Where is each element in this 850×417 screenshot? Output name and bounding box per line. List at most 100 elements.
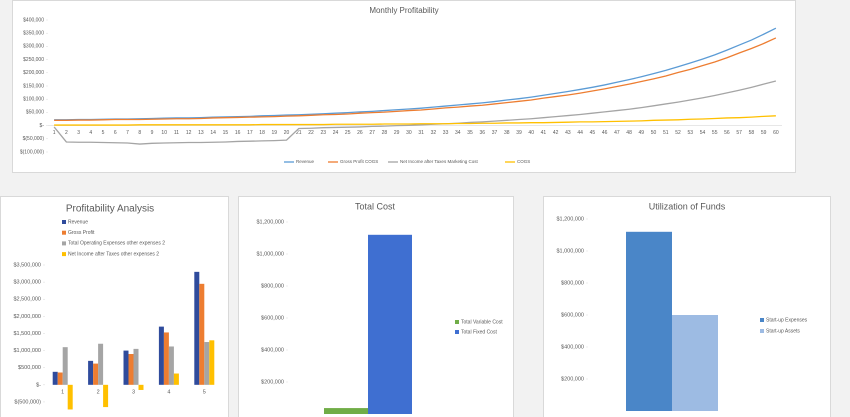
- x-tick-label: 56: [724, 130, 730, 136]
- x-tick-label: 11: [174, 130, 179, 136]
- line-series: [54, 115, 776, 126]
- bar: [133, 348, 139, 385]
- bar: [138, 384, 144, 390]
- legend-swatch: [62, 252, 66, 257]
- legend-swatch: [62, 230, 66, 235]
- x-tick-label: 30: [406, 130, 412, 136]
- bar: [163, 332, 169, 385]
- y-tick-label: $1,200,000: [256, 219, 284, 225]
- line-series: [53, 80, 777, 145]
- legend-label: Net Income after Taxes Marketing Cost: [400, 159, 478, 164]
- bar: [194, 271, 200, 385]
- y-tick-label: $-: [40, 123, 45, 129]
- y-tick-label: $3,000,000: [13, 280, 41, 286]
- x-tick-label: 3: [132, 389, 135, 395]
- x-tick-label: 42: [553, 130, 559, 136]
- x-tick-label: 18: [259, 130, 265, 136]
- x-tick-label: 4: [167, 389, 170, 395]
- chart-frame: [0, 196, 229, 417]
- x-tick-label: 16: [235, 130, 241, 136]
- y-tick-label: $400,000: [261, 347, 284, 353]
- legend-swatch: [760, 318, 764, 322]
- chart-title: Profitability Analysis: [66, 204, 154, 215]
- legend-swatch: [455, 320, 459, 324]
- x-tick-label: 6: [114, 130, 117, 136]
- line-series: [54, 27, 777, 121]
- y-tick-label: $-: [36, 382, 41, 388]
- x-tick-label: 50: [651, 130, 657, 136]
- x-tick-label: 40: [528, 130, 534, 136]
- x-tick-label: 53: [687, 130, 693, 136]
- y-tick-label: $600,000: [261, 315, 284, 321]
- x-tick-label: 36: [480, 130, 486, 136]
- y-tick-label: $800,000: [561, 280, 584, 286]
- bar: [57, 372, 63, 385]
- y-tick-label: $1,000,000: [256, 251, 284, 257]
- line-series: [54, 37, 777, 121]
- x-tick-label: 2: [65, 130, 68, 136]
- x-tick-label: 34: [455, 130, 461, 136]
- y-tick-label: $250,000: [23, 57, 44, 63]
- y-tick-label: $1,200,000: [556, 216, 584, 222]
- legend-label: Start-up Expenses: [766, 317, 808, 323]
- y-tick-label: $2,000,000: [13, 314, 41, 320]
- x-tick-label: 1: [53, 130, 56, 136]
- x-tick-label: 26: [357, 130, 363, 136]
- bar: [158, 326, 164, 385]
- x-tick-label: 38: [504, 130, 510, 136]
- y-tick-label: $600,000: [561, 312, 584, 318]
- legend-label: Total Operating Expenses other expenses …: [68, 241, 165, 247]
- y-tick-label: $200,000: [23, 70, 44, 76]
- x-tick-label: 31: [418, 130, 424, 136]
- y-tick-label: $200,000: [261, 379, 284, 385]
- legend-swatch: [455, 330, 459, 334]
- bar: [672, 315, 718, 411]
- x-tick-label: 2: [97, 389, 100, 395]
- x-tick-label: 58: [749, 130, 755, 136]
- chart-frame: [12, 0, 796, 173]
- x-tick-label: 5: [102, 130, 105, 136]
- chart-title: Total Cost: [355, 201, 396, 211]
- legend-label: COGS: [517, 159, 530, 164]
- x-tick-label: 4: [89, 130, 92, 136]
- bar: [173, 373, 179, 385]
- chart-title: Monthly Profitability: [369, 6, 438, 15]
- x-tick-label: 55: [712, 130, 718, 136]
- x-tick-label: 10: [161, 130, 167, 136]
- x-tick-label: 7: [126, 130, 129, 136]
- bar: [123, 350, 129, 385]
- x-tick-label: 15: [223, 130, 229, 136]
- legend-swatch: [760, 329, 764, 333]
- legend-label: Net Income after Taxes other expenses 2: [68, 251, 159, 257]
- x-tick-label: 28: [382, 130, 388, 136]
- y-tick-label: $200,000: [561, 376, 584, 382]
- y-tick-label: $350,000: [23, 31, 44, 37]
- bar: [52, 371, 58, 385]
- bar: [168, 346, 174, 385]
- y-tick-label: $400,000: [561, 344, 584, 350]
- x-tick-label: 27: [369, 130, 375, 136]
- y-tick-label: $1,000,000: [13, 348, 41, 354]
- legend-label: Total Fixed Cost: [461, 329, 497, 335]
- x-tick-label: 59: [761, 130, 767, 136]
- x-tick-label: 24: [333, 130, 339, 136]
- x-tick-label: 52: [675, 130, 681, 136]
- x-tick-label: 21: [296, 130, 302, 136]
- legend-label: Revenue: [296, 159, 315, 164]
- x-tick-label: 19: [272, 130, 278, 136]
- x-tick-label: 3: [77, 130, 80, 136]
- bar: [67, 384, 73, 410]
- x-tick-label: 8: [138, 130, 141, 136]
- x-tick-label: 57: [736, 130, 742, 136]
- x-tick-label: 41: [541, 130, 547, 136]
- legend-label: Gross Profit: [68, 230, 95, 236]
- bar: [368, 234, 412, 414]
- x-tick-label: 1: [61, 389, 64, 395]
- x-tick-label: 14: [210, 130, 216, 136]
- x-tick-label: 43: [565, 130, 571, 136]
- bar: [128, 354, 134, 385]
- bar: [199, 283, 205, 385]
- y-tick-label: $400,000: [23, 17, 44, 23]
- x-tick-label: 12: [186, 130, 192, 136]
